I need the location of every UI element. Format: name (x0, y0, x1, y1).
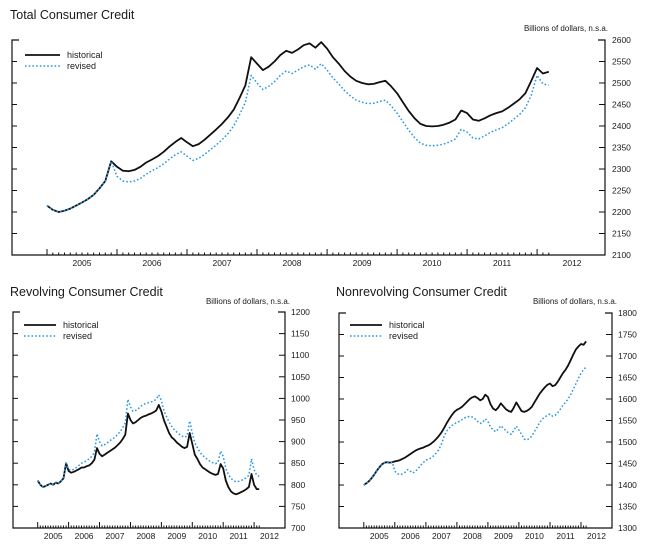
unit-label: Billions of dollars, n.s.a. (533, 297, 617, 306)
x-tick-label: 2005 (73, 258, 92, 268)
chart-title: Total Consumer Credit (10, 8, 135, 22)
y-tick-label: 2200 (612, 207, 631, 217)
unit-label: Billions of dollars, n.s.a. (206, 297, 290, 306)
y-tick-label: 2100 (612, 250, 631, 260)
y-tick-label: 1050 (291, 372, 310, 382)
series-revised-line (46, 62, 549, 213)
series-revised-line (363, 366, 587, 486)
y-tick-label: 1450 (618, 459, 637, 469)
y-tick-label: 800 (291, 480, 305, 490)
legend-historical-label: historical (389, 320, 425, 330)
x-tick-label: 2006 (75, 531, 94, 541)
y-tick-label: 1000 (291, 393, 310, 403)
y-axis-labels: 1800 1750 1700 1650 1600 1550 1500 1450 1400 1350… (618, 308, 637, 533)
x-tick-label: 2007 (213, 258, 232, 268)
y-tick-label: 850 (291, 458, 305, 468)
x-tick-label: 2006 (401, 531, 420, 541)
y-tick-label: 2600 (612, 35, 631, 45)
x-tick-label: 2007 (106, 531, 125, 541)
chart-title: Nonrevolving Consumer Credit (336, 285, 507, 299)
y-tick-label: 1400 (618, 480, 637, 490)
y-tick-label: 2350 (612, 143, 631, 153)
plot-area: 1200 1150 1100 1050 1000 950 900 850 800 750 700 20… (12, 307, 310, 541)
y-tick-label: 2300 (612, 164, 631, 174)
x-tick-label: 2010 (423, 258, 442, 268)
x-tick-label: 2009 (353, 258, 372, 268)
legend-historical-label: historical (63, 320, 99, 330)
chart-title: Revolving Consumer Credit (10, 285, 163, 299)
x-tick-label: 2008 (283, 258, 302, 268)
y-tick-label: 750 (291, 501, 305, 511)
y-tick-label: 2250 (612, 186, 631, 196)
x-axis-labels: 2005 2006 2007 2008 2009 2010 2011 2012 (44, 531, 279, 541)
legend-historical-label: historical (67, 50, 103, 60)
x-tick-label: 2009 (167, 531, 186, 541)
x-tick-label: 2007 (432, 531, 451, 541)
y-tick-label: 1800 (618, 308, 637, 318)
x-tick-label: 2005 (44, 531, 63, 541)
series-historical-line (363, 340, 587, 486)
plot-area: 1800 1750 1700 1650 1600 1550 1500 1450 1400 1350… (338, 308, 637, 541)
series-historical-line (46, 41, 550, 213)
y-axis-labels: 1200 1150 1100 1050 1000 950 900 850 800 750 700 (291, 307, 310, 533)
y-tick-label: 1600 (618, 394, 637, 404)
y-tick-label: 2550 (612, 57, 631, 67)
axis-frame (12, 311, 286, 529)
x-tick-label: 2012 (587, 531, 606, 541)
plot-area: 2600 2550 2500 2450 2400 2350 2300 2250 2200 2150… (11, 35, 631, 268)
x-tick-label: 2008 (463, 531, 482, 541)
y-tick-label: 2500 (612, 78, 631, 88)
x-tick-label: 2011 (493, 258, 512, 268)
chart-nonrevolving-consumer-credit: Nonrevolving Consumer Credit Billions of… (336, 285, 637, 541)
y-tick-label: 700 (291, 523, 305, 533)
y-tick-label: 1150 (291, 329, 310, 339)
x-tick-label: 2010 (525, 531, 544, 541)
x-tick-label: 2006 (143, 258, 162, 268)
axis-ticks (13, 333, 285, 528)
unit-label: Billions of dollars, n.s.a. (524, 24, 608, 33)
legend-revised-label: revised (67, 61, 96, 71)
y-tick-label: 1200 (291, 307, 310, 317)
axis-frame (338, 312, 613, 529)
y-tick-label: 1700 (618, 351, 637, 361)
y-tick-label: 1750 (618, 330, 637, 340)
y-tick-label: 1300 (618, 523, 637, 533)
series-revised-line (37, 394, 260, 488)
x-tick-label: 2005 (370, 531, 389, 541)
x-axis-labels: 2005 2006 2007 2008 2009 2010 2011 2012 (370, 531, 606, 541)
axis-frame (11, 39, 606, 256)
chart-revolving-consumer-credit: Revolving Consumer Credit Billions of do… (10, 285, 310, 541)
y-tick-label: 1650 (618, 373, 637, 383)
y-tick-label: 2400 (612, 121, 631, 131)
y-tick-label: 1100 (291, 350, 310, 360)
x-tick-label: 2011 (556, 531, 575, 541)
legend-revised-label: revised (63, 331, 92, 341)
y-axis-labels: 2600 2550 2500 2450 2400 2350 2300 2250 2200 2150… (612, 35, 631, 260)
x-axis-labels: 2005 2006 2007 2008 2009 2010 2011 2012 (73, 258, 582, 268)
x-tick-label: 2009 (494, 531, 513, 541)
x-tick-label: 2008 (136, 531, 155, 541)
y-tick-label: 2150 (612, 229, 631, 239)
axis-ticks (339, 334, 612, 528)
x-tick-label: 2012 (563, 258, 582, 268)
x-tick-label: 2012 (260, 531, 279, 541)
y-tick-label: 2450 (612, 100, 631, 110)
y-tick-label: 1550 (618, 416, 637, 426)
series-historical-line (36, 404, 260, 496)
x-tick-label: 2011 (229, 531, 248, 541)
y-tick-label: 1350 (618, 502, 637, 512)
x-tick-label: 2010 (198, 531, 217, 541)
y-tick-label: 1500 (618, 437, 637, 447)
y-tick-label: 950 (291, 415, 305, 425)
axis-ticks (12, 61, 605, 255)
legend-revised-label: revised (389, 331, 418, 341)
chart-total-consumer-credit: Total Consumer Credit Billions of dollar… (10, 8, 631, 268)
y-tick-label: 900 (291, 437, 305, 447)
